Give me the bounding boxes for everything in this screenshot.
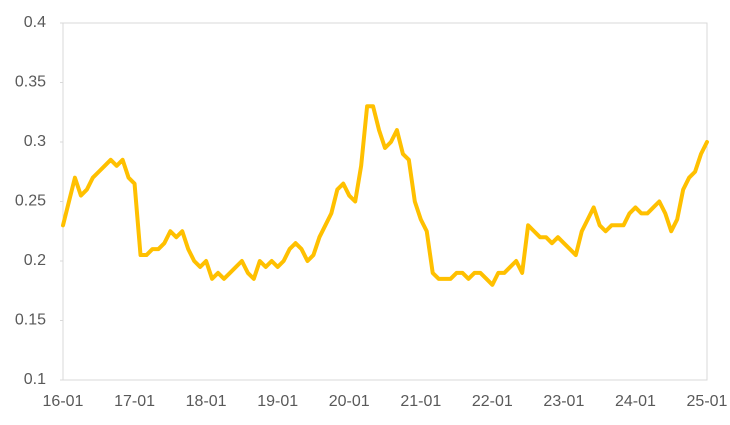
x-tick-label: 25-01 <box>687 393 728 410</box>
x-tick-label: 21-01 <box>400 393 441 410</box>
data-line <box>61 104 709 287</box>
x-tick-label: 16-01 <box>43 393 84 410</box>
x-tick-label: 23-01 <box>543 393 584 410</box>
plot-frame <box>62 22 708 381</box>
y-tick-label: 0.25 <box>15 193 46 210</box>
y-tick-label: 0.35 <box>15 74 46 91</box>
x-tick-label: 17-01 <box>114 393 155 410</box>
x-tick-label: 20-01 <box>329 393 370 410</box>
y-tick-label: 0.4 <box>24 14 46 31</box>
y-tick-label: 0.3 <box>24 133 46 150</box>
y-tick-label: 0.2 <box>24 252 46 269</box>
y-tick-label: 0.1 <box>24 371 46 388</box>
x-tick-label: 18-01 <box>186 393 227 410</box>
x-tick-label: 22-01 <box>472 393 513 410</box>
x-tick-label: 19-01 <box>257 393 298 410</box>
x-tick-label: 24-01 <box>615 393 656 410</box>
y-tick-label: 0.15 <box>15 312 46 329</box>
